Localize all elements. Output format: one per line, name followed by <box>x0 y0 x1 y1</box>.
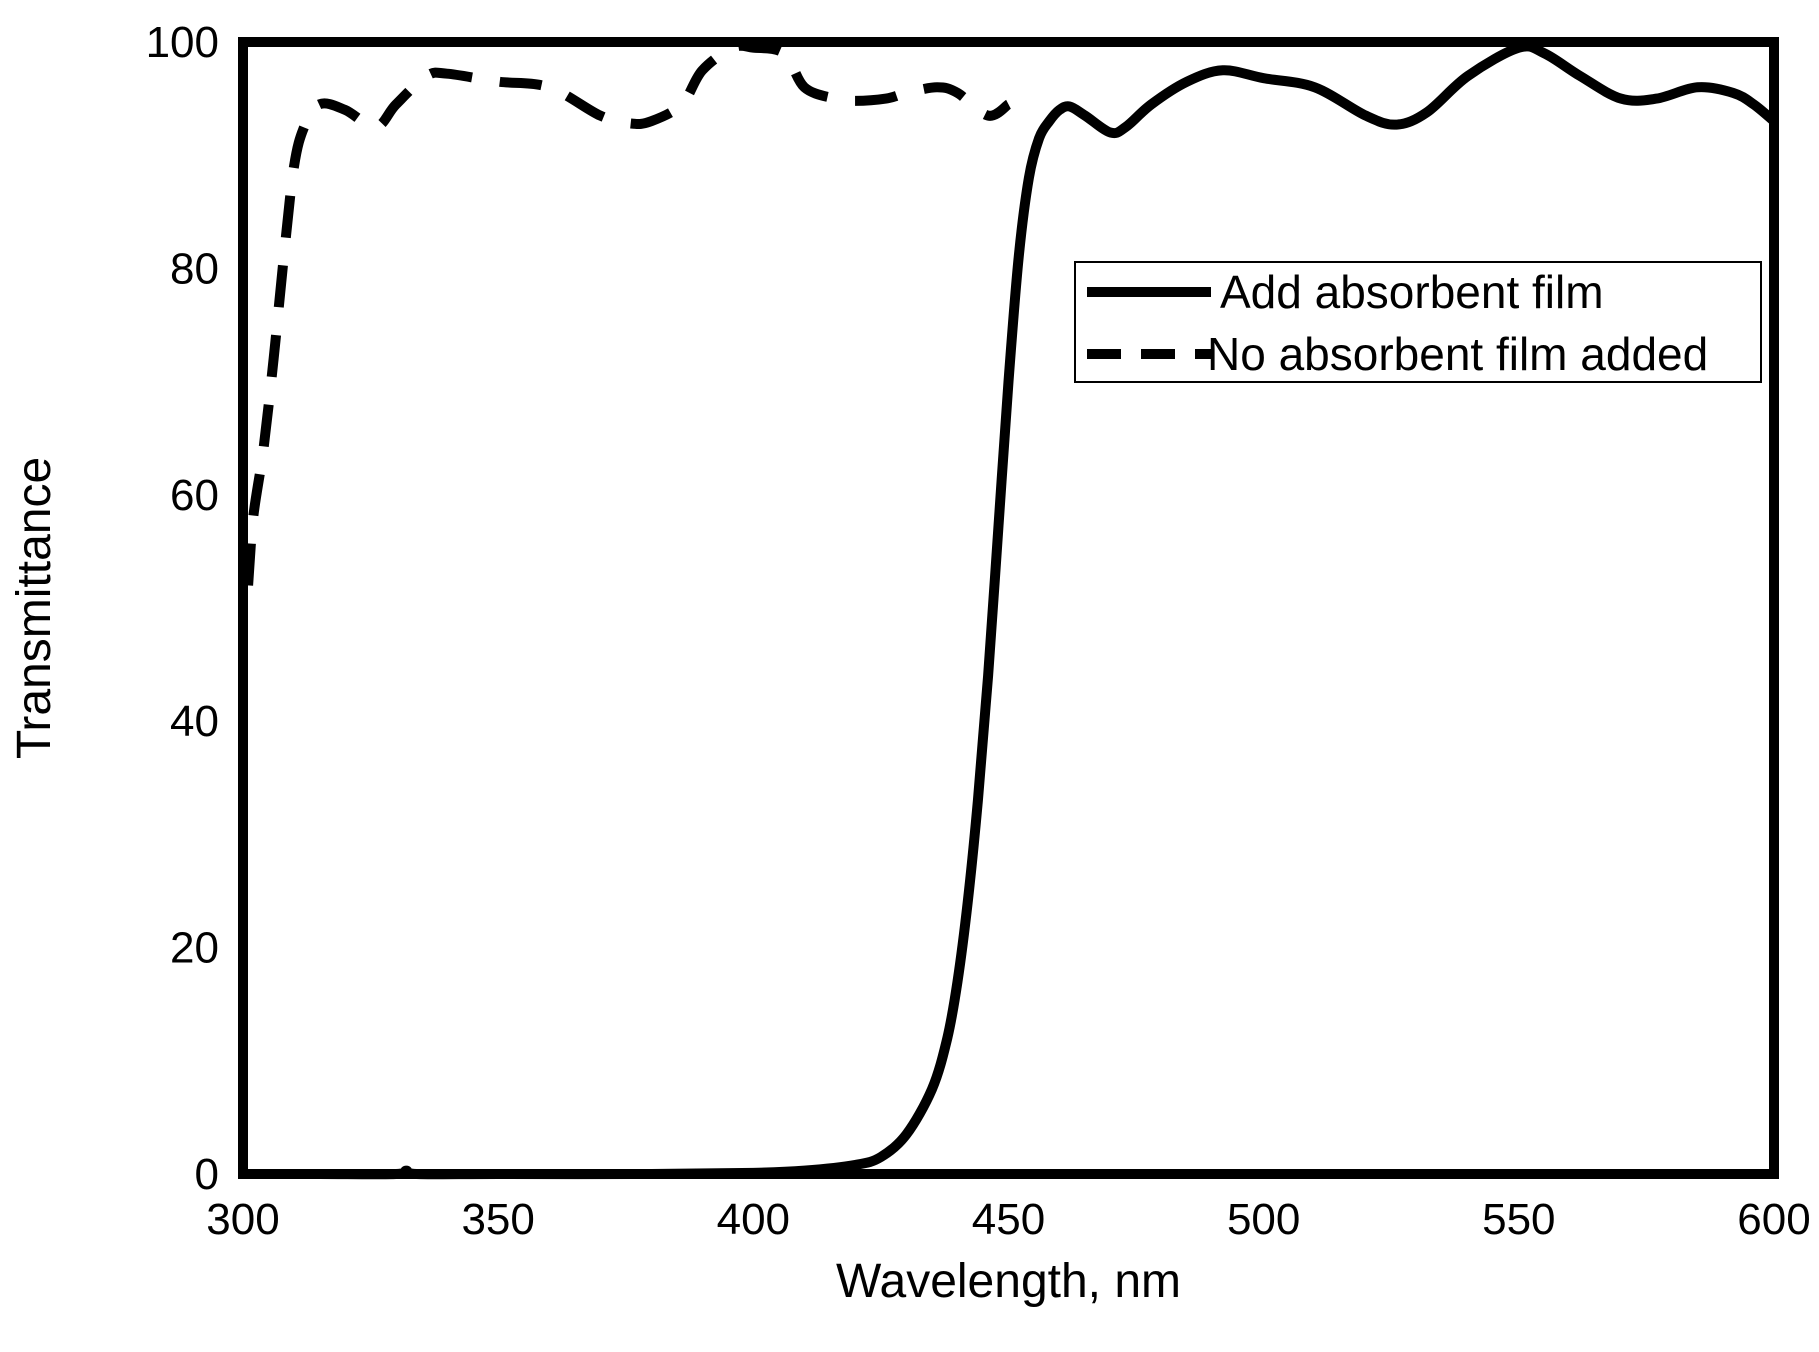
legend-box <box>1074 261 1762 383</box>
x-tick-label: 550 <box>1482 1195 1555 1244</box>
x-axis-title: Wavelength, nm <box>836 1255 1181 1308</box>
series-line-0 <box>243 41 1778 1180</box>
series-layer <box>243 40 1778 1180</box>
plot-frame <box>238 37 1779 1179</box>
y-tick-label: 40 <box>170 697 219 746</box>
x-tick-label: 400 <box>717 1195 790 1244</box>
y-tick-label: 20 <box>170 924 219 973</box>
x-tick-label: 500 <box>1227 1195 1300 1244</box>
legend-label-no-absorbent-film: No absorbent film added <box>1207 328 1708 380</box>
x-tick-label: 300 <box>206 1195 279 1244</box>
y-tick-label: 60 <box>170 471 219 520</box>
legend: Add absorbent film No absorbent film add… <box>1074 261 1762 383</box>
y-axis-title: Transmittance <box>8 457 61 759</box>
x-tick-label: 450 <box>972 1195 1045 1244</box>
y-ticks: 0 20 40 60 80 100 <box>146 18 219 1199</box>
x-ticks: 300 350 400 450 500 550 600 <box>206 1195 1810 1244</box>
y-tick-label: 0 <box>195 1150 219 1199</box>
x-tick-label: 600 <box>1737 1195 1810 1244</box>
series-line-1 <box>243 40 1012 586</box>
x-tick-label: 350 <box>461 1195 534 1244</box>
y-tick-label: 100 <box>146 18 219 67</box>
y-tick-label: 80 <box>170 244 219 293</box>
legend-label-add-absorbent-film: Add absorbent film <box>1220 266 1604 318</box>
